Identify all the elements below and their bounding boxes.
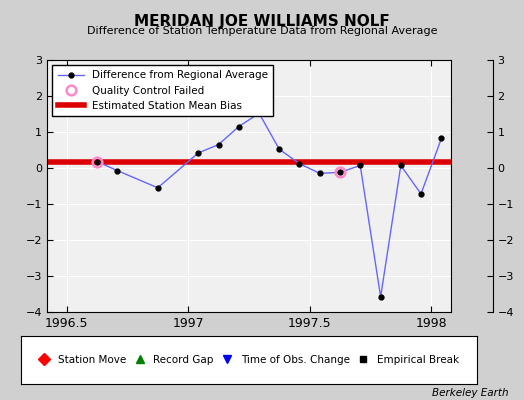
Difference from Regional Average [236, 124, 242, 129]
Difference from Regional Average [94, 159, 100, 164]
Difference from Regional Average [256, 111, 262, 116]
Difference from Regional Average [195, 150, 202, 155]
Difference from Regional Average [114, 168, 121, 173]
Legend: Station Move, Record Gap, Time of Obs. Change, Empirical Break: Station Move, Record Gap, Time of Obs. C… [36, 352, 462, 368]
Quality Control Failed [337, 170, 343, 175]
Text: Difference of Station Temperature Data from Regional Average: Difference of Station Temperature Data f… [87, 26, 437, 36]
Difference from Regional Average [316, 171, 323, 176]
Line: Difference from Regional Average: Difference from Regional Average [94, 111, 444, 299]
Line: Quality Control Failed: Quality Control Failed [92, 157, 345, 177]
Text: MERIDAN JOE WILLIAMS NOLF: MERIDAN JOE WILLIAMS NOLF [134, 14, 390, 29]
Difference from Regional Average [398, 163, 404, 168]
Difference from Regional Average [418, 192, 424, 196]
Difference from Regional Average [377, 294, 384, 299]
Difference from Regional Average [357, 163, 363, 168]
Difference from Regional Average [337, 170, 343, 175]
Difference from Regional Average [215, 142, 222, 147]
Difference from Regional Average [438, 136, 444, 141]
Legend: Difference from Regional Average, Quality Control Failed, Estimated Station Mean: Difference from Regional Average, Qualit… [52, 65, 273, 116]
Difference from Regional Average [296, 161, 302, 166]
Difference from Regional Average [155, 186, 161, 190]
Quality Control Failed [94, 159, 100, 164]
Text: Berkeley Earth: Berkeley Earth [432, 388, 508, 398]
Difference from Regional Average [276, 147, 282, 152]
